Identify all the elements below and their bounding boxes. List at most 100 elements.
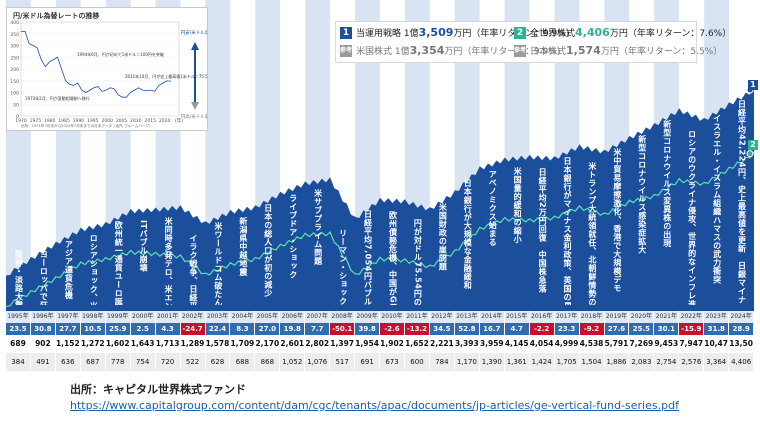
event-annotation: 新潟県中越地震: [238, 217, 248, 277]
event-annotation: 新型コロナウイルス変異株の出現: [662, 120, 672, 248]
year-cell: 2012年: [429, 311, 455, 323]
world-value-cell: 636: [55, 353, 81, 371]
source-link[interactable]: https://www.capitalgroup.com/content/dam…: [70, 399, 679, 412]
strategy-value-cell: 1,152: [55, 335, 81, 353]
strategy-value-cell: 7,269: [629, 335, 655, 353]
return-cell: 25.9: [105, 323, 131, 335]
legend-label-3: 米国株式 1億: [356, 47, 410, 57]
strategy-value-cell: 2,221: [429, 335, 455, 353]
inset-x-tick: 1980: [44, 118, 56, 124]
year-cell: 2007年: [305, 311, 331, 323]
event-annotation: 米トランプ大統領就任、北朝鮮情勢の緊迫化: [587, 162, 597, 305]
strategy-value-cell: 4,145: [504, 335, 530, 353]
year-cell: 2013年: [454, 311, 480, 323]
strategy-value-cell: 4,054: [529, 335, 555, 353]
event-annotation: ヨーロッパで狂牛病騒動: [39, 250, 49, 305]
legend: 1 当運用戦略 1億 3,509 万円（年率リターン：9.9%） 2 全世界株式…: [335, 21, 731, 63]
event-annotation: 米同時多発テロ、米エンロン破たん: [164, 217, 174, 305]
event-annotation: リーマン・ショック: [338, 228, 348, 305]
return-cell: 2.5: [130, 323, 156, 335]
event-annotation: 米ワールドコム破たん、米国で企業会計不信が拡大: [213, 222, 224, 305]
return-cell: 30.8: [30, 323, 56, 335]
strategy-value-cell: 1,902: [380, 335, 405, 353]
year-cell: 2024年: [729, 311, 755, 323]
strategy-value-cell: 13,509: [729, 335, 755, 353]
strategy-area: [6, 87, 754, 311]
event-annotation: 阪神・淡路大震災 円が対ドル79円台に: [13, 250, 24, 305]
event-annotation: 日経平均7,054円バブル崩壊後の最安値 ギリシャ債務危機: [363, 210, 374, 305]
legend-unit-3: 万円（年率リターン：9.9%）: [444, 47, 566, 57]
year-cell: 2003年: [205, 311, 231, 323]
side-marker-1: 1: [748, 80, 758, 90]
strategy-value-cell: 1,578: [205, 335, 231, 353]
return-cell: 22.4: [205, 323, 231, 335]
return-cell: 27.7: [55, 323, 81, 335]
inset-note-2: 2011年10月、円が史上最高値1米ドル＝75.54円を記録: [125, 73, 207, 79]
world-value-cell: 778: [105, 353, 131, 371]
inset-note-3: 1973年2月、円が変動相場制へ移行: [25, 95, 90, 101]
legend-value-3: 3,354: [409, 44, 445, 57]
source: 出所：キャピタル世界株式ファンド https://www.capitalgrou…: [70, 381, 700, 413]
return-cell: 4.3: [155, 323, 181, 335]
data-table: 1995年 1996年 1997年 1998年 1999年 2000年 2001年 2002年…: [6, 311, 755, 371]
year-cell: 1999年: [105, 311, 131, 323]
strategy-value-cell: 1,272: [80, 335, 106, 353]
inset-arrow-down: [191, 102, 199, 110]
inset-y-tick: 200: [10, 67, 19, 73]
world-value-cell: 673: [380, 353, 405, 371]
inset-x-tick: 1985: [58, 118, 70, 124]
world-value-cell: 1,052: [280, 353, 306, 371]
inset-x-tick: 2015: [145, 118, 157, 124]
inset-y-tick: 250: [10, 55, 19, 61]
inset-x-tick: 1975: [30, 118, 42, 124]
strategy-value-cell: 9,453: [654, 335, 680, 353]
strategy-value-cell: 1,643: [130, 335, 156, 353]
legend-value-4: 1,574: [566, 44, 601, 57]
year-cell: 2005年: [255, 311, 281, 323]
strategy-value-cell: 2,601: [280, 335, 306, 353]
return-cell: -2.6: [380, 323, 405, 335]
world-value-cell: 491: [30, 353, 56, 371]
strategy-value-cell: 3,393: [454, 335, 480, 353]
world-value-cell: 1,504: [579, 353, 605, 371]
return-cell: 30.1: [654, 323, 680, 335]
strategy-value-cell: 4,538: [579, 335, 605, 353]
return-cell: 25.5: [629, 323, 655, 335]
legend-value-1: 3,509: [418, 26, 454, 39]
badge-ref-us: 参考: [340, 44, 352, 57]
strategy-value-cell: 1,397: [330, 335, 356, 353]
inset-note-1: 1994年6月、円が初めて1米ドル＝100円を突破: [77, 51, 164, 57]
year-cell: 2006年: [280, 311, 306, 323]
inset-x-tick: 2000: [101, 118, 113, 124]
event-annotation: 円が対ドル75.54円の戦後最高値、東日本大震災: [412, 219, 423, 305]
strategy-value-cell: 2,170: [255, 335, 281, 353]
year-cell: 1997年: [55, 311, 81, 323]
inset-x-tick: 2005: [116, 118, 128, 124]
inset-title: 円/米ドル為替レートの推移: [13, 12, 100, 20]
year-cell: 2010年: [380, 311, 405, 323]
legend-label-4: 日本株式: [530, 47, 567, 57]
event-annotation: 日経平均42,224円、史上最高値を更新 日銀マイナス金利政策解除: [737, 100, 747, 305]
return-cell: 27.0: [255, 323, 281, 335]
badge-ref-jp: 参考: [514, 44, 526, 57]
event-annotation: 新型コロナウイルス感染症拡大: [637, 135, 647, 255]
world-value-cell: 868: [255, 353, 281, 371]
year-cell: 2002年: [180, 311, 206, 323]
strategy-value-cell: 1,289: [180, 335, 206, 353]
event-annotation: アベノミクス始まる: [488, 169, 498, 247]
strategy-value-cell: 3,959: [479, 335, 505, 353]
return-cell: -50.1: [330, 323, 356, 335]
year-cell: 2017年: [554, 311, 580, 323]
return-cell: 23.5: [6, 323, 31, 335]
legend-label-1: 当運用戦略 1億: [356, 29, 419, 39]
event-annotation: 米国財政の崖問題: [438, 202, 448, 271]
return-cell: -15.9: [679, 323, 705, 335]
inset-y-tick: 0: [16, 114, 19, 120]
year-cell: 2020年: [629, 311, 655, 323]
return-cell: 7.7: [305, 323, 331, 335]
inset-y-tick: 350: [10, 32, 19, 38]
world-value-cell: 522: [180, 353, 206, 371]
inset-arrow-up: [191, 42, 199, 50]
inset-y-tick: 150: [10, 79, 19, 85]
